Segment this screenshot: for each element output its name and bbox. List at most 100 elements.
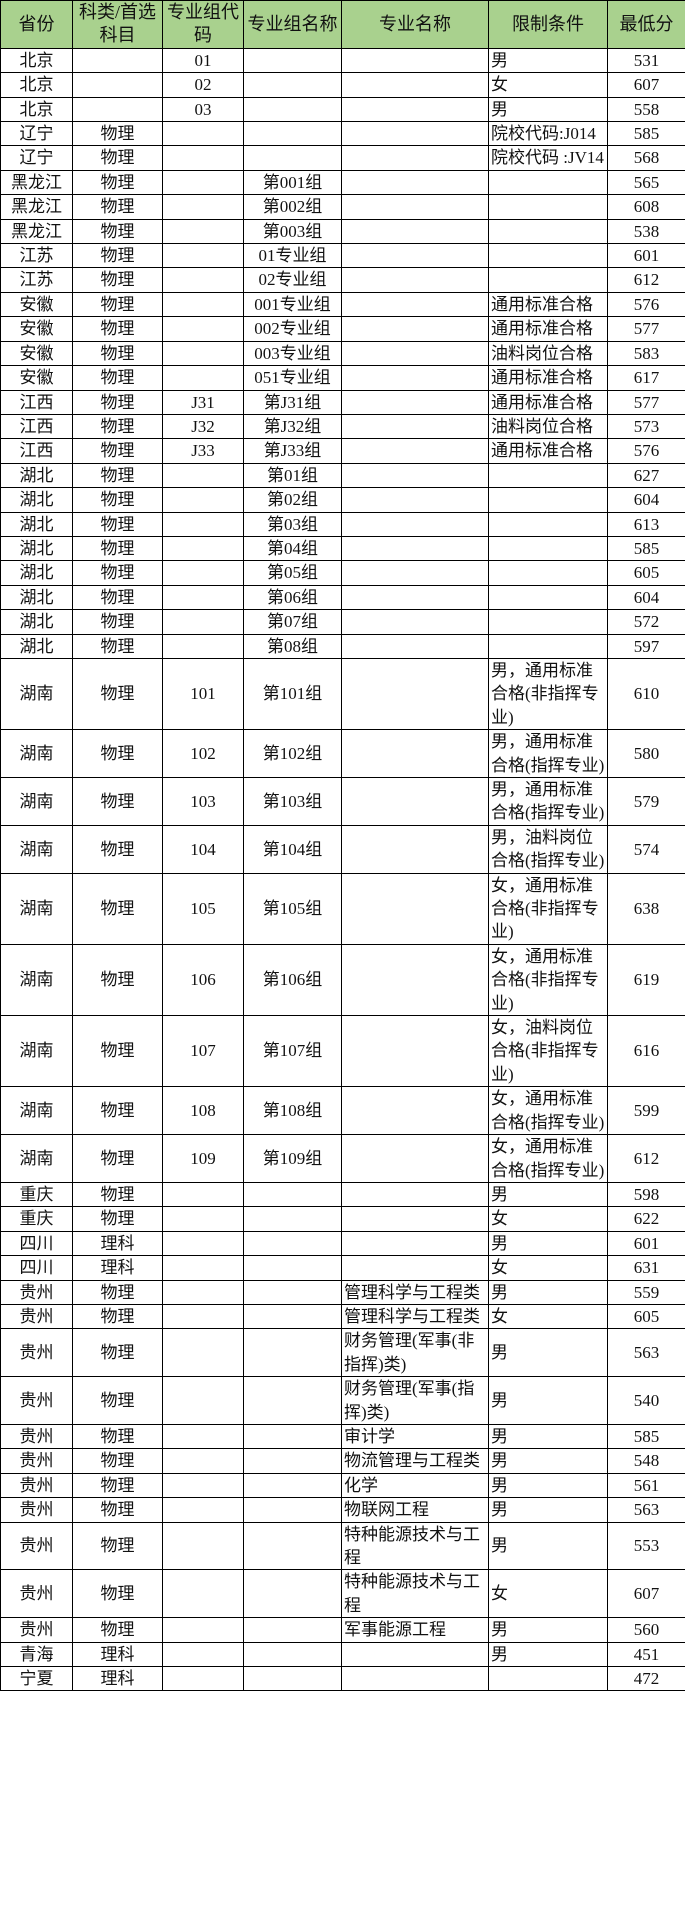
group-name-cell: 第03组	[243, 511, 342, 537]
subject-cell: 物理	[72, 243, 163, 269]
group-code-cell	[162, 243, 244, 269]
major-name-cell: 财务管理(军事(非指挥)类)	[341, 1328, 489, 1378]
major-name-cell	[341, 511, 489, 537]
major-name-cell	[341, 657, 489, 731]
table-row: 湖南 物理 108 第108组 女，通用标准合格(指挥专业) 599	[0, 1086, 685, 1136]
restriction-cell: 男，通用标准合格(非指挥专业)	[488, 657, 608, 731]
major-name-cell: 军事能源工程	[341, 1617, 489, 1643]
province-cell: 辽宁	[0, 121, 73, 147]
table-row: 贵州 物理 特种能源技术与工程男 553	[0, 1521, 685, 1571]
province-cell: 贵州	[0, 1303, 73, 1330]
min-score-cell: 604	[607, 487, 685, 513]
restriction-cell: 女	[488, 72, 608, 98]
major-name-cell	[341, 535, 489, 562]
group-code-cell: 105	[162, 872, 244, 945]
min-score-cell: 610	[607, 657, 685, 731]
province-cell: 贵州	[0, 1521, 73, 1571]
subject-cell: 物理	[72, 1376, 163, 1425]
restriction-cell	[488, 633, 608, 659]
group-code-cell	[162, 1255, 244, 1281]
province-cell: 湖北	[0, 487, 73, 513]
group-name-cell: 02专业组	[243, 267, 342, 293]
restriction-cell	[488, 218, 608, 245]
province-cell: 湖北	[0, 609, 73, 635]
min-score-cell: 601	[607, 1230, 685, 1257]
group-name-cell: 第103组	[243, 777, 342, 826]
min-score-cell: 585	[607, 121, 685, 147]
min-score-cell: 563	[607, 1497, 685, 1523]
province-cell: 江西	[0, 389, 73, 415]
subject-cell: 物理	[72, 267, 163, 293]
subject-cell: 物理	[72, 316, 163, 342]
subject-cell: 物理	[72, 633, 163, 659]
restriction-cell: 女，通用标准合格(非指挥专业)	[488, 872, 608, 945]
province-cell: 黑龙江	[0, 218, 73, 245]
min-score-cell: 580	[607, 729, 685, 778]
subject-cell: 物理	[72, 145, 163, 171]
major-name-cell: 物联网工程	[341, 1497, 489, 1523]
major-name-cell	[341, 218, 489, 245]
major-name-cell	[341, 872, 489, 945]
admission-score-table: 省份 科类/首选科目 专业组代码 专业组名称 专业名称 限制条件 最低分 北京 0…	[0, 0, 685, 1692]
major-name-cell	[341, 267, 489, 293]
table-row: 贵州 物理 审计学男 585	[0, 1423, 685, 1450]
major-name-cell	[341, 1134, 489, 1183]
table-row: 湖南 物理 106 第106组 女，通用标准合格(非指挥专业) 619	[0, 943, 685, 1017]
min-score-cell: 548	[607, 1448, 685, 1474]
subject-cell: 理科	[72, 1255, 163, 1281]
major-name-cell	[341, 413, 489, 440]
header-group-code: 专业组代码	[162, 0, 244, 49]
restriction-cell	[488, 609, 608, 635]
group-name-cell: 第108组	[243, 1086, 342, 1136]
min-score-cell: 568	[607, 145, 685, 171]
restriction-cell: 院校代码 :JV14	[488, 145, 608, 171]
major-name-cell	[341, 47, 489, 74]
restriction-cell: 男	[488, 1617, 608, 1643]
restriction-cell	[488, 462, 608, 489]
subject-cell: 物理	[72, 438, 163, 464]
restriction-cell	[488, 194, 608, 220]
subject-cell: 物理	[72, 609, 163, 635]
group-name-cell: 第08组	[243, 633, 342, 659]
group-name-cell: 第04组	[243, 535, 342, 562]
table-row: 辽宁 物理 院校代码 :JV14 568	[0, 145, 685, 171]
major-name-cell: 审计学	[341, 1423, 489, 1450]
table-row: 湖南 物理 105 第105组 女，通用标准合格(非指挥专业) 638	[0, 872, 685, 945]
table-row: 黑龙江 物理 第003组 538	[0, 218, 685, 245]
major-name-cell	[341, 438, 489, 464]
province-cell: 安徽	[0, 340, 73, 367]
header-restriction: 限制条件	[488, 0, 608, 49]
province-cell: 黑龙江	[0, 169, 73, 196]
group-code-cell	[162, 1230, 244, 1257]
min-score-cell: 638	[607, 872, 685, 945]
province-cell: 贵州	[0, 1376, 73, 1425]
major-name-cell	[341, 584, 489, 611]
group-code-cell	[162, 218, 244, 245]
group-code-cell: 109	[162, 1134, 244, 1183]
group-code-cell: 104	[162, 824, 244, 874]
group-code-cell: 02	[162, 72, 244, 98]
group-code-cell: 101	[162, 657, 244, 731]
subject-cell: 物理	[72, 1497, 163, 1523]
restriction-cell: 油料岗位合格	[488, 413, 608, 440]
major-name-cell	[341, 609, 489, 635]
major-name-cell	[341, 1641, 489, 1668]
min-score-cell: 577	[607, 389, 685, 415]
group-code-cell	[162, 487, 244, 513]
subject-cell: 物理	[72, 1303, 163, 1330]
restriction-cell: 男	[488, 1376, 608, 1425]
min-score-cell: 540	[607, 1376, 685, 1425]
group-name-cell	[243, 1279, 342, 1305]
group-name-cell: 第104组	[243, 824, 342, 874]
major-name-cell	[341, 72, 489, 98]
major-name-cell: 管理科学与工程类	[341, 1303, 489, 1330]
province-cell: 宁夏	[0, 1666, 73, 1692]
group-code-cell	[162, 1617, 244, 1643]
subject-cell: 物理	[72, 169, 163, 196]
province-cell: 湖南	[0, 729, 73, 778]
header-group-name: 专业组名称	[243, 0, 342, 49]
province-cell: 江苏	[0, 267, 73, 293]
min-score-cell: 579	[607, 777, 685, 826]
group-name-cell	[243, 1181, 342, 1208]
group-code-cell: J32	[162, 413, 244, 440]
